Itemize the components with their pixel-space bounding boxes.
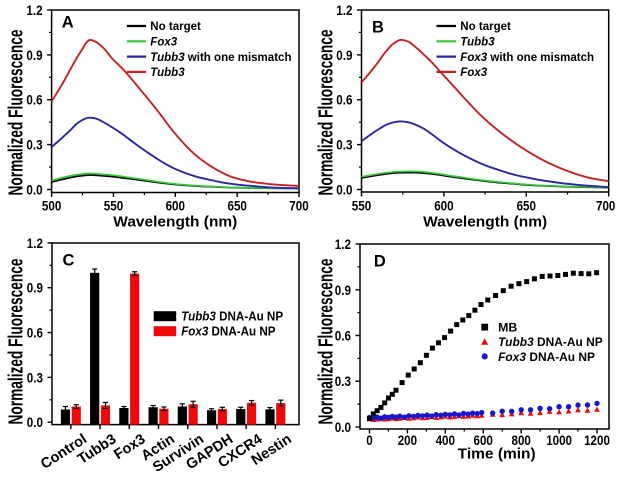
svg-text:550: 550 — [104, 198, 124, 214]
svg-text:200: 200 — [398, 432, 418, 448]
svg-text:Fox3: Fox3 — [150, 35, 177, 49]
svg-text:0.3: 0.3 — [27, 369, 43, 385]
svg-text:500: 500 — [42, 198, 62, 214]
svg-text:400: 400 — [436, 432, 456, 448]
svg-text:1.2: 1.2 — [335, 236, 351, 252]
svg-text:Wavelength (nm): Wavelength (nm) — [423, 214, 547, 231]
svg-text:1.2: 1.2 — [27, 235, 43, 251]
svg-text:Wavelength (nm): Wavelength (nm) — [113, 214, 237, 231]
svg-text:0.0: 0.0 — [26, 182, 42, 198]
svg-text:1.2: 1.2 — [26, 2, 42, 18]
svg-text:0.9: 0.9 — [336, 47, 352, 63]
svg-text:Normalized Fluorescence: Normalized Fluorescence — [6, 259, 28, 425]
svg-text:0.6: 0.6 — [336, 92, 352, 108]
svg-text:0: 0 — [366, 432, 373, 448]
svg-text:550: 550 — [352, 198, 372, 214]
svg-text:0.6: 0.6 — [26, 92, 42, 108]
svg-text:Fox3 DNA-Au NP: Fox3 DNA-Au NP — [498, 350, 595, 364]
svg-text:650: 650 — [517, 198, 537, 214]
svg-text:0.9: 0.9 — [335, 282, 351, 298]
svg-text:Tubb3 with one mismatch: Tubb3 with one mismatch — [150, 50, 291, 64]
svg-text:MB: MB — [498, 321, 517, 335]
svg-text:0.3: 0.3 — [26, 137, 42, 153]
svg-text:700: 700 — [596, 198, 616, 214]
svg-text:650: 650 — [228, 198, 248, 214]
svg-text:0.0: 0.0 — [335, 419, 351, 435]
svg-text:0.3: 0.3 — [336, 137, 352, 153]
svg-text:0.0: 0.0 — [27, 414, 43, 430]
svg-text:C: C — [62, 251, 74, 269]
svg-text:Tubb3 DNA-Au NP: Tubb3 DNA-Au NP — [498, 335, 603, 349]
svg-text:600: 600 — [434, 198, 454, 214]
svg-text:600: 600 — [166, 198, 186, 214]
svg-text:Time (min): Time (min) — [458, 446, 536, 463]
svg-text:600: 600 — [474, 432, 494, 448]
svg-text:0.3: 0.3 — [335, 373, 351, 389]
svg-text:A: A — [62, 14, 74, 32]
svg-text:1.2: 1.2 — [336, 2, 352, 18]
svg-text:D: D — [374, 252, 386, 270]
svg-text:Tubb3: Tubb3 — [150, 65, 185, 79]
svg-text:1200: 1200 — [584, 432, 610, 448]
svg-text:Normalized Fluorescence: Normalized Fluorescence — [6, 30, 28, 196]
svg-text:Fox3 with one mismatch: Fox3 with one mismatch — [460, 50, 594, 64]
svg-text:Normalized Fluorescence: Normalized Fluorescence — [316, 259, 338, 425]
svg-text:Fox3: Fox3 — [460, 65, 487, 79]
svg-text:0.6: 0.6 — [27, 325, 43, 341]
svg-text:Fox3 DNA-Au NP: Fox3 DNA-Au NP — [181, 325, 275, 339]
svg-text:No target: No target — [460, 19, 511, 33]
svg-text:1000: 1000 — [546, 432, 572, 448]
svg-text:0.9: 0.9 — [27, 280, 43, 296]
svg-text:800: 800 — [512, 432, 532, 448]
svg-text:700: 700 — [289, 198, 309, 214]
svg-text:0.0: 0.0 — [336, 182, 352, 198]
svg-text:0.6: 0.6 — [335, 328, 351, 344]
svg-text:No target: No target — [150, 19, 201, 33]
svg-text:Tubb3: Tubb3 — [460, 35, 495, 49]
svg-text:B: B — [372, 19, 384, 37]
svg-text:Normalized Fluorescence: Normalized Fluorescence — [316, 30, 338, 196]
svg-text:0.9: 0.9 — [26, 47, 42, 63]
svg-text:Tubb3 DNA-Au NP: Tubb3 DNA-Au NP — [181, 310, 283, 324]
